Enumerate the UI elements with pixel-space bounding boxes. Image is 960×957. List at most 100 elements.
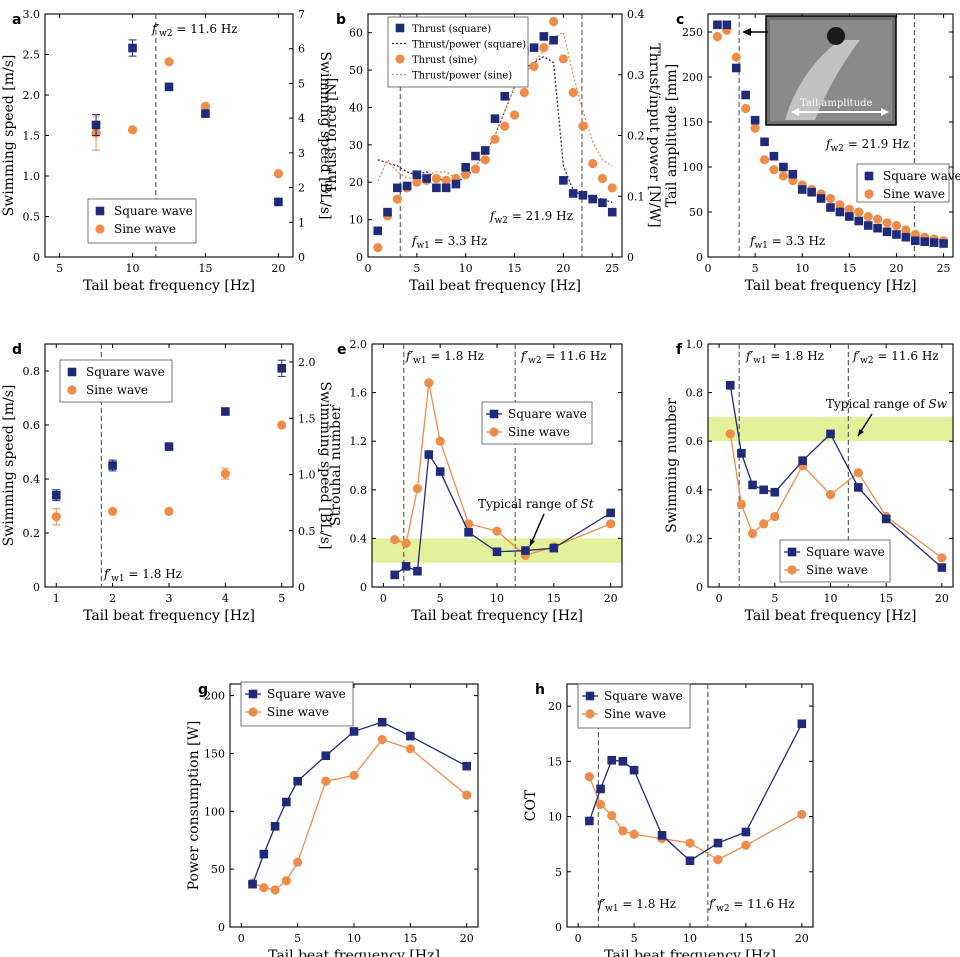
band-label-symbol: St [581,497,594,511]
x-tick-label: 5 [437,592,444,605]
y-axis-label: Swimming speed [m/s] [1,55,17,217]
y2-axis-label: Thrust/input power [N/W] [646,43,662,227]
panel-label: g [198,682,208,698]
legend-box [779,539,891,583]
vline-label-rest: = 1.8 Hz [125,567,182,581]
legend-marker-square [787,547,797,557]
legend-label: Square wave [86,365,165,379]
legend-label: Sine wave [806,563,868,577]
x-tick-label: 0 [575,932,582,945]
y-tick-label: 20 [548,700,562,713]
data-point-sine [629,829,639,839]
vline-label: fw2 = 21.9 Hz [825,137,909,154]
y-tick-label: 0 [33,251,40,264]
x-tick-label: 20 [604,592,618,605]
x-tick-label: 15 [403,932,417,945]
vline-label-rest: = 1.8 Hz [767,349,824,363]
legend-label: Sine wave [883,187,945,201]
y-tick-label: 5 [555,866,562,879]
vline-label: f′w1 = 1.8 Hz [103,567,182,584]
tail-hub [827,27,845,45]
data-point-square [911,236,920,246]
data-point-square [788,169,798,179]
data-point-sine [435,436,445,446]
panel-d: d1 2 3 4 500.20.40.60.800.51.01.52.0Swimming… [1,342,333,624]
data-point-square [282,797,291,807]
data-point-square [759,485,768,495]
x-tick-label: 0 [716,592,723,605]
vline-label-f: f′ [103,567,111,581]
vline-label-sub: w1 [111,574,124,584]
data-point-sine [377,734,387,745]
y-axis-label: Strouhal number [328,405,344,526]
data-point-sine [424,378,434,388]
y-tick-label: 10 [548,811,562,824]
data-point-square [920,237,930,246]
legend: Square wave Sine wave [779,539,891,583]
vline-label: f′w1 = 1.8 Hz [745,349,824,366]
data-point-square [816,194,826,203]
band-arrow-head [530,539,536,546]
data-point-sine [741,840,751,850]
vline-label-rest: = 21.9 Hz [508,209,573,223]
y-tick-label: 0.6 [686,435,704,448]
legend-label: Square wave [114,204,193,218]
data-point-sine [595,799,606,809]
y2-tick-label: 1.0 [298,469,316,482]
y-tick-label: 60 [349,27,363,40]
data-point-square [293,776,302,786]
y2-tick-label: 2 [298,182,305,195]
vline-label-rest: = 11.6 Hz [173,22,238,36]
vline-label-f: f′ [745,349,753,363]
x-tick-label: 15 [547,592,561,605]
data-point-square [618,757,628,766]
x-tick-label: 20 [556,262,570,275]
data-point-square [201,109,210,118]
legend-label: Square wave [604,689,683,703]
data-point-sine [401,538,411,548]
data-point-sine [200,101,211,111]
panel-label: f [676,342,683,358]
data-point-sine [759,519,769,529]
vline-label-f: f [489,209,497,223]
data-point-square [798,456,807,465]
y-tick-label: 1.0 [686,338,704,351]
y-tick-label: 0.6 [23,419,41,432]
data-point-square [277,364,287,373]
panel-h: h 0 5 10 15 20 0 5 10 15 20 Tail beat frequency [Hz… [523,682,814,957]
data-point-sine [490,134,500,144]
data-point-sine [373,243,383,253]
legend-label: Square wave [508,407,587,421]
data-point-square [606,508,615,518]
data-point-sine [108,506,118,516]
y-tick-label: 50 [211,863,225,876]
series-line-square [729,385,943,569]
data-point-square [629,765,639,775]
panel-b: b 0 5 10 15 20 25 0 10 20 30 40 50 60 0 0.1 0.2 0.3 0.4 Thr… [324,8,662,294]
data-point-square [270,822,280,831]
x-tick-label: 0 [238,932,245,945]
data-point-square [559,176,568,185]
legend-box [87,198,197,244]
vline-label-rest: = 11.6 Hz [730,897,795,911]
vline-label-f: f [411,234,419,248]
legend: Square wave Sine wave [856,163,960,203]
data-point-sine [835,200,845,210]
x-tick-label: 5 [631,932,638,945]
panel-f: f 0 5 10 15 20 0 0.2 0.4 0.6 0.8 1.0 Tail beat frequ… [664,338,954,624]
y-tick-label: 0 [33,581,40,594]
vline-label-sub: w1 [413,356,426,366]
x-tick-label: 25 [937,262,951,275]
data-point-square [731,63,741,73]
vline-label: f′w2 = 11.6 Hz [520,349,607,366]
legend-marker-sine [585,709,595,719]
y-tick-label: 100 [682,161,703,174]
legend-box [577,683,691,729]
data-point-square [390,570,400,580]
data-point-sine [220,469,230,479]
data-point-sine [863,211,873,222]
legend-marker-square [95,206,105,216]
